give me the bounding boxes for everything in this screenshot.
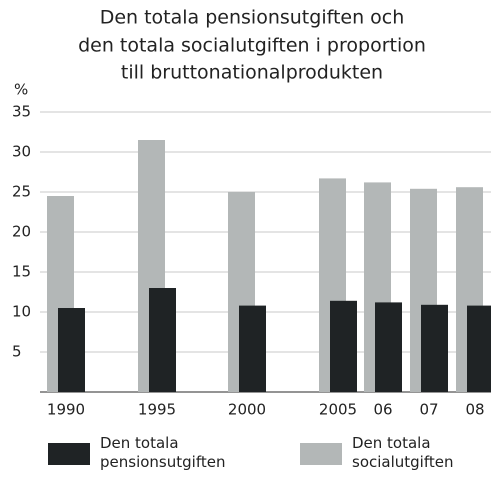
x-tick-label: 1990 bbox=[47, 401, 85, 419]
y-tick-label: 35 bbox=[12, 103, 31, 121]
legend-swatch bbox=[48, 443, 90, 465]
x-tick-label: 2000 bbox=[228, 401, 266, 419]
x-tick-label: 07 bbox=[419, 401, 438, 419]
bar bbox=[467, 305, 491, 392]
y-tick-label: 10 bbox=[12, 303, 31, 321]
y-tick-label: 15 bbox=[12, 263, 31, 281]
legend-swatch bbox=[300, 443, 342, 465]
bar bbox=[375, 302, 402, 392]
legend-label: Den totala pensionsutgiften bbox=[100, 434, 226, 471]
y-tick-label: 30 bbox=[12, 143, 31, 161]
x-tick-label: 1995 bbox=[138, 401, 176, 419]
x-tick-label: 08 bbox=[465, 401, 484, 419]
x-tick-label: 2005 bbox=[319, 401, 357, 419]
legend-label: Den totala socialutgiften bbox=[352, 434, 454, 471]
bar bbox=[330, 300, 357, 392]
y-tick-label: 25 bbox=[12, 183, 31, 201]
y-tick-label: 20 bbox=[12, 223, 31, 241]
bar bbox=[149, 288, 176, 392]
bar bbox=[58, 308, 85, 392]
chart-title: Den totala pensionsutgiften och bbox=[100, 7, 405, 29]
y-tick-label: 5 bbox=[12, 343, 22, 361]
y-axis-label: % bbox=[14, 81, 28, 99]
chart-title: till bruttonationalprodukten bbox=[121, 62, 383, 84]
bar bbox=[239, 305, 266, 392]
x-tick-label: 06 bbox=[373, 401, 392, 419]
bar bbox=[421, 304, 448, 392]
chart-title: den totala socialutgiften i proportion bbox=[78, 35, 426, 57]
